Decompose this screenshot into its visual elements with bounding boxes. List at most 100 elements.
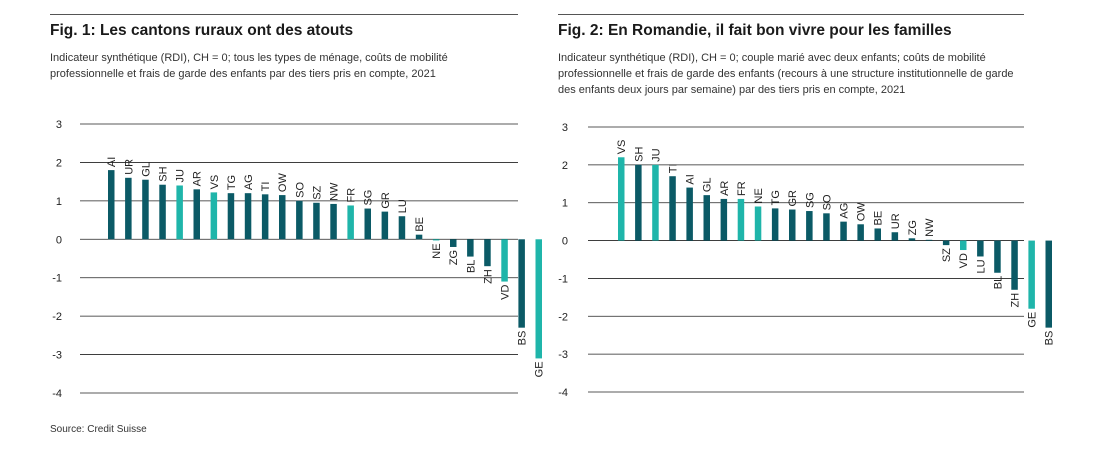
bar-bl: [994, 240, 1001, 273]
category-label-ge: GE: [534, 361, 546, 377]
bar-sg: [806, 211, 813, 241]
bar-nw: [330, 203, 337, 240]
bar-ge: [1028, 240, 1035, 309]
bar-be: [415, 234, 423, 240]
bar-vd: [501, 239, 508, 282]
bar-ti: [261, 194, 269, 240]
bar-ag: [244, 193, 252, 240]
bar-zg: [908, 238, 916, 241]
category-label-ju: JU: [650, 148, 662, 162]
category-label-bl: BL: [992, 276, 1004, 289]
bar-so: [823, 213, 830, 241]
category-label-zg: ZG: [907, 220, 919, 235]
category-label-ag: AG: [839, 203, 851, 219]
category-label-so: SO: [821, 194, 833, 210]
figure-2-rule: [558, 14, 1024, 15]
category-label-nw: NW: [924, 218, 936, 237]
figure-2-title: Fig. 2: En Romandie, il fait bon vivre p…: [558, 22, 952, 39]
y-tick-label: 0: [56, 234, 62, 246]
category-label-lu: LU: [975, 259, 987, 273]
y-tick-label: 3: [562, 122, 568, 134]
bar-ai: [108, 170, 115, 240]
category-label-sz: SZ: [941, 248, 953, 262]
category-label-ow: OW: [277, 173, 289, 193]
bar-sz: [313, 202, 320, 240]
bar-bl: [467, 239, 474, 257]
bar-vs: [618, 157, 625, 241]
bar-tg: [227, 193, 235, 240]
bar-zh: [484, 239, 491, 267]
category-label-fr: FR: [346, 188, 358, 203]
category-label-ar: AR: [192, 171, 204, 186]
category-label-so: SO: [294, 182, 306, 198]
figure-1-chart: 3 2 1 0 -1 -2 -3 -4 AI UR GL SH JU AR VS TG AG TI OW SO SZ NW…: [52, 119, 546, 400]
category-label-sz: SZ: [311, 185, 323, 199]
y-tick-label: 2: [562, 160, 568, 172]
category-label-ti: TI: [668, 163, 680, 173]
bar-sg: [364, 208, 371, 240]
figure-2-subtitle: Indicateur synthétique (RDI), CH = 0; co…: [558, 52, 1014, 96]
bar-ju: [176, 185, 183, 240]
bar-bs: [1045, 240, 1052, 328]
category-label-zg: ZG: [448, 250, 460, 265]
category-label-be: BE: [873, 211, 885, 226]
bar-ag: [840, 221, 847, 241]
bar-sh: [159, 184, 166, 240]
category-label-ur: UR: [123, 159, 135, 175]
y-tick-label: 0: [562, 236, 568, 248]
category-label-vs: VS: [616, 140, 628, 155]
figure-1: Fig. 1: Les cantons ruraux ont des atout…: [50, 0, 546, 440]
bar-fr: [347, 205, 354, 240]
bar-lu: [398, 216, 406, 240]
bar-ju: [652, 164, 659, 241]
y-tick-label: -3: [558, 349, 568, 361]
y-tick-label: 1: [562, 198, 568, 210]
bar-nw: [925, 239, 933, 241]
category-label-tg: TG: [770, 190, 782, 205]
source-note: Source: Credit Suisse: [50, 424, 147, 435]
category-label-lu: LU: [397, 199, 409, 213]
category-label-sg: SG: [363, 190, 375, 206]
category-label-ti: TI: [260, 182, 272, 192]
bar-lu: [977, 240, 984, 257]
category-label-gl: GL: [140, 162, 152, 177]
category-label-ow: OW: [856, 202, 868, 222]
category-label-bl: BL: [465, 260, 477, 273]
y-tick-label: -4: [52, 388, 62, 400]
bar-fr: [737, 198, 745, 241]
y-tick-label: -1: [558, 273, 568, 285]
bar-gr: [789, 209, 796, 241]
bar-ow: [279, 195, 286, 240]
category-label-gl: GL: [702, 177, 714, 192]
bar-ar: [193, 189, 200, 240]
category-label-gr: GR: [380, 192, 392, 209]
y-tick-label: -2: [558, 311, 568, 323]
category-label-bs: BS: [517, 331, 529, 346]
figure-1-rule: [50, 14, 518, 15]
bar-ur: [891, 232, 899, 241]
category-label-gr: GR: [787, 190, 799, 207]
y-tick-label: 2: [56, 157, 62, 169]
figure-1-title: Fig. 1: Les cantons ruraux ont des atout…: [50, 22, 354, 39]
y-tick-label: -2: [52, 311, 62, 323]
bar-ne: [754, 206, 762, 241]
bar-so: [296, 200, 303, 240]
category-label-sg: SG: [804, 192, 816, 208]
bar-gr: [381, 211, 389, 240]
category-label-tg: TG: [226, 175, 238, 190]
category-label-ju: JU: [175, 169, 187, 183]
category-label-ai: AI: [685, 174, 697, 184]
bar-vd: [960, 240, 967, 251]
bar-ti: [669, 176, 676, 241]
category-label-be: BE: [414, 217, 426, 232]
figure-1-subtitle: Indicateur synthétique (RDI), CH = 0; to…: [50, 52, 448, 80]
bar-sh: [635, 164, 642, 241]
figure-2: Fig. 2: En Romandie, il fait bon vivre p…: [558, 0, 1056, 440]
figure-2-chart: 3 2 1 0 -1 -2 -3 -4 VS SH JU TI AI GL AR FR NE TG GR SG SO AG…: [558, 122, 1056, 399]
category-label-nw: NW: [329, 182, 341, 201]
category-label-ar: AR: [719, 181, 731, 196]
bar-ge: [535, 239, 542, 359]
bar-be: [874, 228, 881, 241]
category-label-vd: VD: [958, 253, 970, 268]
y-tick-label: 1: [56, 196, 62, 208]
